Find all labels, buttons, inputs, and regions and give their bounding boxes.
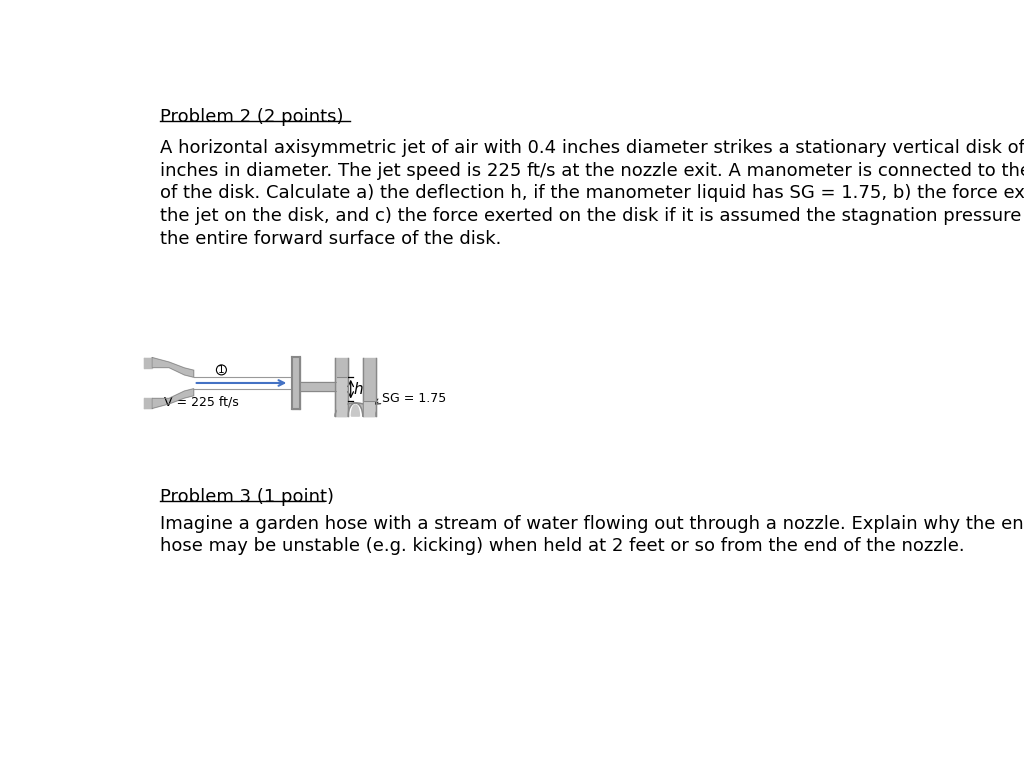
Text: of the disk. Calculate a) the deflection h, if the manometer liquid has SG = 1.7: of the disk. Calculate a) the deflection… — [160, 185, 1024, 202]
Text: Imagine a garden hose with a stream of water flowing out through a nozzle. Expla: Imagine a garden hose with a stream of w… — [160, 515, 1024, 532]
Polygon shape — [153, 389, 194, 408]
Text: Problem 3 (1 point): Problem 3 (1 point) — [160, 488, 334, 506]
Polygon shape — [153, 358, 194, 377]
Text: h: h — [353, 381, 364, 397]
Text: A horizontal axisymmetric jet of air with 0.4 inches diameter strikes a stationa: A horizontal axisymmetric jet of air wit… — [160, 139, 1024, 157]
Text: inches in diameter. The jet speed is 225 ft/s at the nozzle exit. A manometer is: inches in diameter. The jet speed is 225… — [160, 162, 1024, 179]
Text: the jet on the disk, and c) the force exerted on the disk if it is assumed the s: the jet on the disk, and c) the force ex… — [160, 207, 1024, 225]
Text: hose may be unstable (e.g. kicking) when held at 2 feet or so from the end of th: hose may be unstable (e.g. kicking) when… — [160, 538, 965, 555]
Text: V = 225 ft/s: V = 225 ft/s — [164, 395, 239, 408]
Text: 1: 1 — [218, 365, 224, 375]
Text: Problem 2 (2 points): Problem 2 (2 points) — [160, 108, 343, 126]
Text: the entire forward surface of the disk.: the entire forward surface of the disk. — [160, 230, 501, 247]
Text: SG = 1.75: SG = 1.75 — [382, 392, 446, 405]
Polygon shape — [351, 405, 359, 416]
Polygon shape — [335, 403, 376, 416]
